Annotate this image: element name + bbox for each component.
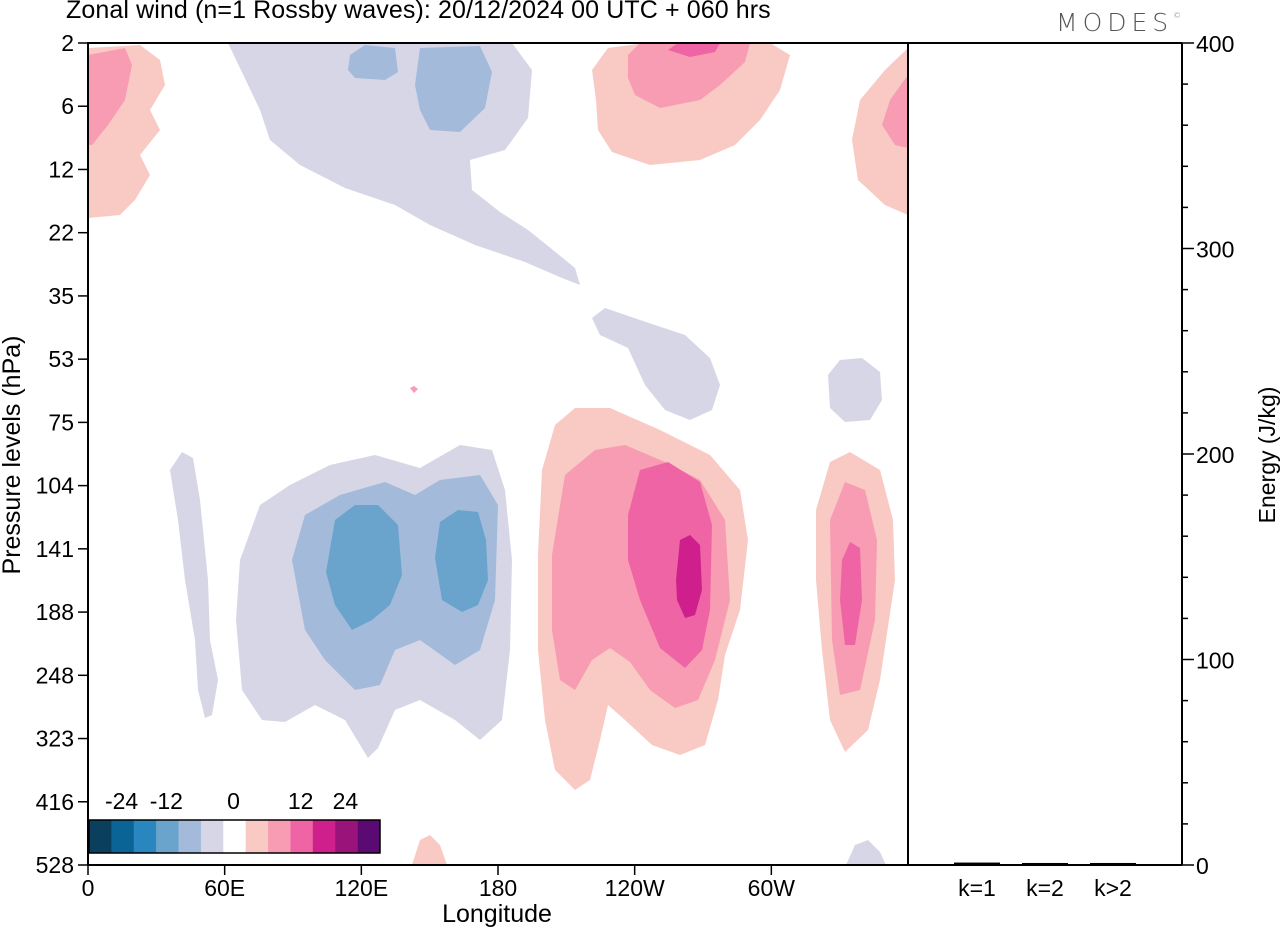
contour-pos-core-135w [676,535,702,618]
contour-pos-bottom-fragment [412,835,447,865]
colorbar-swatch [290,820,314,853]
x-tick-label: 60E [204,875,245,901]
colorbar-swatch [335,820,358,853]
energy-tick-label: 300 [1196,237,1234,263]
x-axis: 0 60E 120E 180 120W 60W [82,865,796,901]
colorbar-swatch [156,820,179,853]
energy-bar [1090,862,1136,866]
contour-pos-right-core [840,542,862,645]
contour-neg-bottom-fragment [846,840,886,865]
y-tick-label: 2 [61,30,74,56]
x-tick-label: 120W [605,875,665,901]
contour-pos-upper-right-core [668,43,720,57]
contour-pos-lower-strong [628,462,712,668]
map-frame [87,42,909,866]
y-axis: 2 6 12 22 35 53 75 104 141 188 248 323 416 528 [36,30,88,878]
contour-pos-speck [410,386,418,393]
colorbar-tick-label: -12 [150,788,183,814]
colorbar: -24 -12 0 12 24 [88,788,381,854]
colorbar-swatch [178,820,202,853]
energy-bar-label: k=2 [1026,875,1064,901]
colorbar-swatch [357,820,381,853]
y-tick-label: 528 [36,852,74,878]
colorbar-swatch [89,820,112,853]
energy-tick-label: 400 [1196,31,1234,57]
page-title: Zonal wind (n=1 Rossby waves): 20/12/202… [66,0,771,24]
contour-neg-upper-light [228,43,580,285]
x-tick-label: 0 [82,875,95,901]
contour-neg-mid-far [828,358,882,422]
colorbar-tick-label: 24 [333,788,359,814]
y-tick-label: 12 [48,156,74,182]
y-tick-label: 141 [36,536,74,562]
x-tick-label: 180 [479,875,517,901]
energy-bar-label: k>2 [1094,875,1132,901]
contour-neg-upper-b [415,46,492,132]
energy-tick-label: 200 [1196,442,1234,468]
y-tick-label: 104 [36,473,75,499]
y-tick-label: 323 [36,726,74,752]
energy-bars: k=1 k=2 k>2 [954,862,1136,901]
contour-neg-lower-thin [170,452,218,718]
colorbar-tick-label: 0 [227,788,240,814]
colorbar-swatch [312,820,336,853]
colorbar-swatch [111,820,135,853]
modes-logo: MODES© [1056,8,1181,37]
colorbar-swatch [245,820,269,853]
x-tick-label: 120E [334,875,388,901]
y-tick-label: 188 [36,599,74,625]
y-tick-label: 416 [36,789,74,815]
colorbar-swatch [268,820,291,853]
y-tick-label: 35 [48,283,74,309]
x-axis-label: Longitude [442,900,552,928]
y-tick-label: 22 [48,220,74,246]
energy-axis: 0 100 200 300 400 [1182,31,1234,879]
contour-field [88,43,908,865]
logo-text: MODES [1056,8,1174,37]
colorbar-swatch [223,820,246,853]
y-tick-label: 75 [48,409,74,435]
contour-pos-far-right-light [852,48,908,215]
colorbar-swatch [133,820,157,853]
y-tick-label: 53 [48,346,74,372]
y-tick-label: 6 [61,93,74,119]
colorbar-tick-label: 12 [288,788,314,814]
energy-tick-label: 0 [1196,853,1209,879]
contour-pos-upper-right-mid [628,43,750,108]
colorbar-tick-label: -24 [105,788,138,814]
contour-neg-upper-a [348,45,398,80]
colorbar-swatch [200,820,224,853]
contour-neg-mid-right [592,308,720,420]
y-tick-label: 248 [36,662,74,688]
energy-axis-label: Energy (J/kg) [1254,387,1280,524]
contour-pos-far-right-mid [882,75,908,148]
energy-bar [954,862,1000,865]
energy-bar [1022,862,1068,866]
energy-tick-label: 100 [1196,648,1234,674]
logo-mark: © [1173,10,1182,20]
x-tick-label: 60W [748,875,796,901]
y-axis-label: Pressure levels (hPa) [0,336,26,575]
energy-bar-label: k=1 [958,875,996,901]
contour-neg-core-120e [326,505,402,630]
contour-pos-upper-left-mid [88,48,132,145]
contour-neg-core-165e [435,510,488,612]
